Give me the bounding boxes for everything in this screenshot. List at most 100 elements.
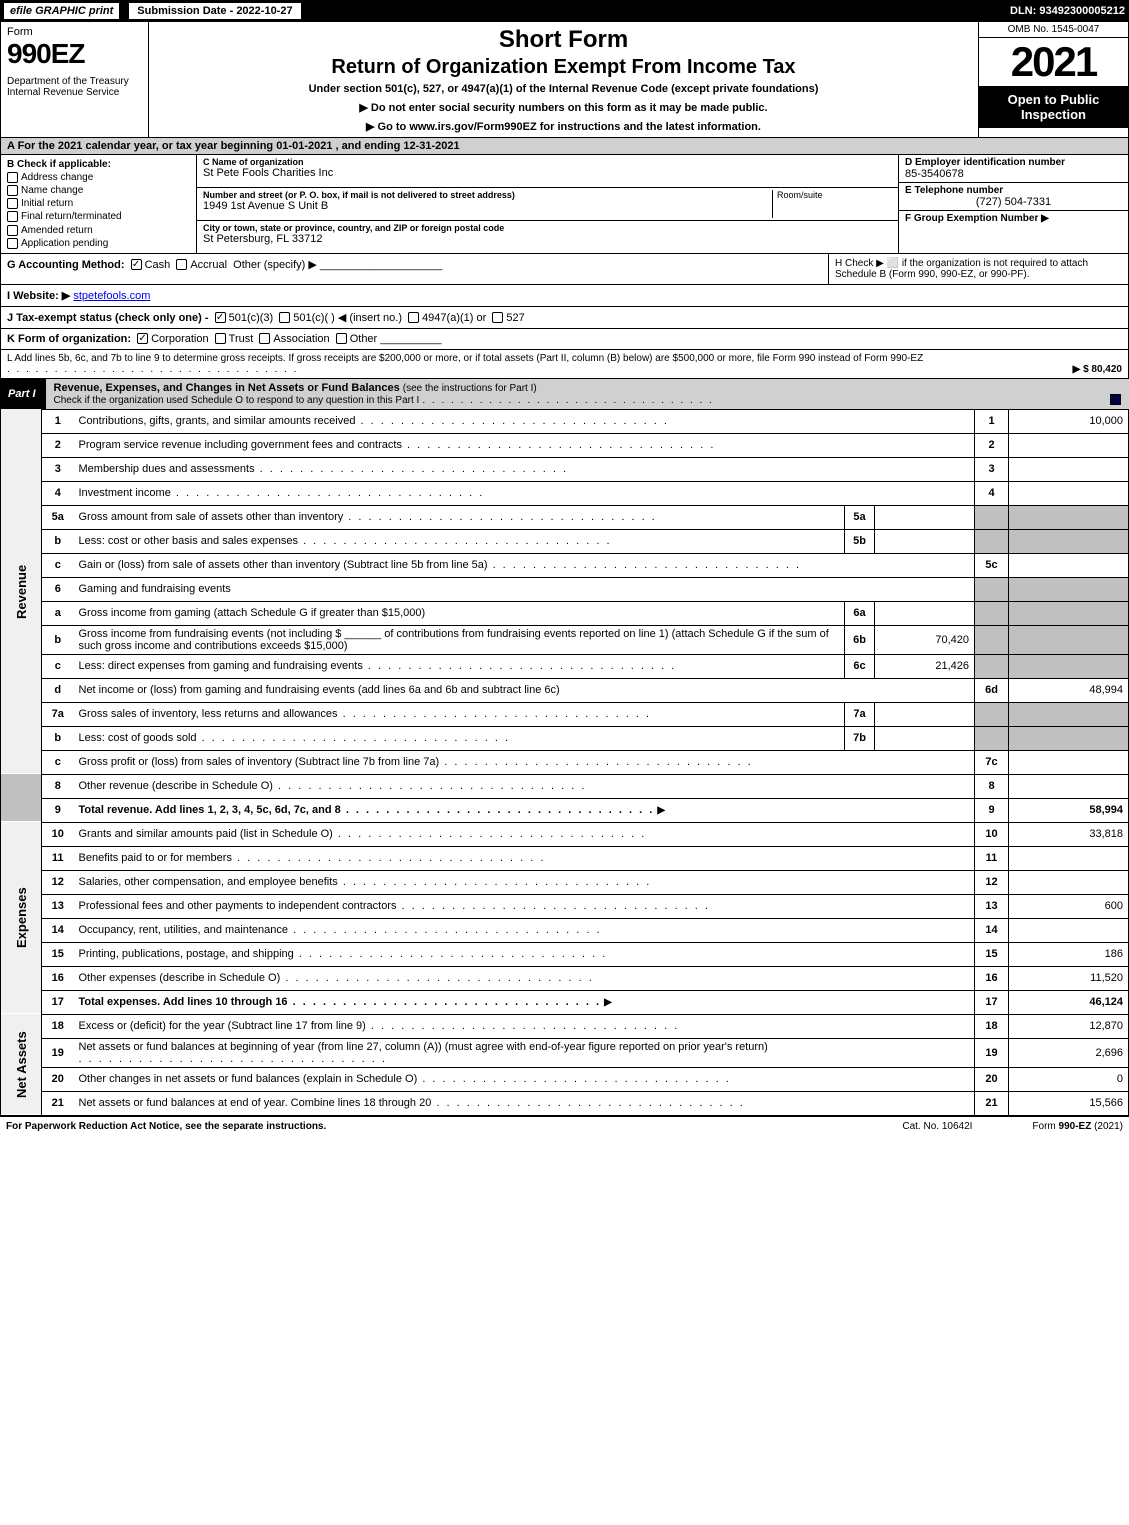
revenue-sidelabel: Revenue	[1, 409, 42, 774]
line-6c-num: c	[42, 654, 74, 678]
check-name-change: Name change	[7, 185, 190, 196]
line-15-value: 186	[1009, 942, 1129, 966]
line-19-num: 19	[42, 1038, 74, 1067]
line-2-value	[1009, 433, 1129, 457]
expenses-sidelabel: Expenses	[1, 822, 42, 1014]
org-name: St Pete Fools Charities Inc	[203, 167, 892, 179]
line-9-value: 58,994	[1009, 798, 1129, 822]
line-5c-value	[1009, 553, 1129, 577]
assoc-checkbox	[259, 333, 270, 344]
line-20-value: 0	[1009, 1067, 1129, 1091]
line-18-value: 12,870	[1009, 1014, 1129, 1038]
ein-value: 85-3540678	[905, 168, 1122, 180]
ein-label: D Employer identification number	[905, 157, 1122, 168]
line-6c-subval: 21,426	[875, 654, 975, 678]
section-h: H Check ▶ ⬜ if the organization is not r…	[828, 254, 1128, 284]
line-5b-num: b	[42, 529, 74, 553]
line-17-value: 46,124	[1009, 990, 1129, 1014]
omb-number: OMB No. 1545-0047	[979, 22, 1128, 38]
line-6d-value: 48,994	[1009, 678, 1129, 702]
dept-treasury: Department of the Treasury	[7, 76, 142, 87]
check-amended-return: Amended return	[7, 225, 190, 236]
top-bar: efile GRAPHIC print Submission Date - 20…	[0, 0, 1129, 22]
part-1-subtitle: (see the instructions for Part I)	[403, 383, 537, 394]
line-11-num: 11	[42, 846, 74, 870]
check-application-pending: Application pending	[7, 238, 190, 249]
line-10-value: 33,818	[1009, 822, 1129, 846]
line-13-value: 600	[1009, 894, 1129, 918]
line-14-num: 14	[42, 918, 74, 942]
line-19-value: 2,696	[1009, 1038, 1129, 1067]
line-5b-subval	[875, 529, 975, 553]
line-17-num: 17	[42, 990, 74, 1014]
public-inspection: Open to Public Inspection	[979, 86, 1128, 128]
line-5b-subnum: 5b	[845, 529, 875, 553]
section-a: A For the 2021 calendar year, or tax yea…	[0, 138, 1129, 155]
line-1-colnum: 1	[975, 409, 1009, 433]
line-5a-subval	[875, 505, 975, 529]
line-6a-num: a	[42, 601, 74, 625]
line-15-num: 15	[42, 942, 74, 966]
addr-label: Number and street (or P. O. box, if mail…	[203, 190, 772, 200]
line-7b-num: b	[42, 726, 74, 750]
section-def: D Employer identification number 85-3540…	[898, 155, 1128, 253]
cat-no: Cat. No. 10642I	[902, 1121, 972, 1132]
header-info: B Check if applicable: Address change Na…	[0, 155, 1129, 254]
line-7a-num: 7a	[42, 702, 74, 726]
section-j: J Tax-exempt status (check only one) - 5…	[1, 307, 1128, 328]
main-title: Return of Organization Exempt From Incom…	[157, 56, 970, 79]
phone-label: E Telephone number	[905, 185, 1122, 196]
irs-label: Internal Revenue Service	[7, 87, 142, 98]
accrual-checkbox	[176, 259, 187, 270]
form-id-block: Form 990EZ Department of the Treasury In…	[1, 22, 149, 137]
goto-link[interactable]: ▶ Go to www.irs.gov/Form990EZ for instru…	[157, 120, 970, 133]
form-word: Form	[7, 26, 142, 38]
dln: DLN: 93492300005212	[1010, 5, 1125, 17]
corp-checkbox	[137, 333, 148, 344]
line-9-num: 9	[42, 798, 74, 822]
part-1-num: Part I	[8, 388, 46, 400]
netassets-sidelabel: Net Assets	[1, 1014, 42, 1115]
city: St Petersburg, FL 33712	[203, 233, 892, 245]
line-16-value: 11,520	[1009, 966, 1129, 990]
part-1-title: Revenue, Expenses, and Changes in Net As…	[54, 382, 400, 394]
form-header: Form 990EZ Department of the Treasury In…	[0, 22, 1129, 138]
line-8-num: 8	[42, 774, 74, 798]
527-checkbox	[492, 312, 503, 323]
line-2-num: 2	[42, 433, 74, 457]
line-16-num: 16	[42, 966, 74, 990]
line-6a-subval	[875, 601, 975, 625]
line-1-num: 1	[42, 409, 74, 433]
line-21-value: 15,566	[1009, 1091, 1129, 1115]
website-link[interactable]: stpetefools.com	[73, 290, 150, 302]
line-6-num: 6	[42, 577, 74, 601]
part-1-header: Part I Revenue, Expenses, and Changes in…	[0, 379, 1129, 409]
line-21-num: 21	[42, 1091, 74, 1115]
section-c: C Name of organization St Pete Fools Cha…	[197, 155, 898, 253]
line-7c-num: c	[42, 750, 74, 774]
check-address-change: Address change	[7, 172, 190, 183]
tax-year: 2021	[979, 38, 1128, 86]
line-4-value	[1009, 481, 1129, 505]
line-3-value	[1009, 457, 1129, 481]
meta-rows: G Accounting Method: Cash Accrual Other …	[0, 254, 1129, 350]
part-1-table: Revenue 1 Contributions, gifts, grants, …	[0, 409, 1129, 1116]
schedule-o-checkbox	[1110, 394, 1121, 405]
check-initial-return: Initial return	[7, 198, 190, 209]
section-i: I Website: ▶ stpetefools.com	[1, 285, 1128, 306]
line-10-num: 10	[42, 822, 74, 846]
line-18-num: 18	[42, 1014, 74, 1038]
form-ref: Form 990-EZ (2021)	[1032, 1121, 1123, 1132]
line-5a-num: 5a	[42, 505, 74, 529]
efile-label: efile GRAPHIC print	[4, 3, 119, 19]
subtitle: Under section 501(c), 527, or 4947(a)(1)…	[157, 83, 970, 95]
city-label: City or town, state or province, country…	[203, 223, 892, 233]
line-13-num: 13	[42, 894, 74, 918]
other-org-checkbox	[336, 333, 347, 344]
line-20-num: 20	[42, 1067, 74, 1091]
cash-checkbox	[131, 259, 142, 270]
section-k: K Form of organization: Corporation Trus…	[1, 329, 1128, 349]
phone-value: (727) 504-7331	[905, 196, 1122, 208]
addr: 1949 1st Avenue S Unit B	[203, 200, 772, 212]
short-form-title: Short Form	[157, 26, 970, 54]
